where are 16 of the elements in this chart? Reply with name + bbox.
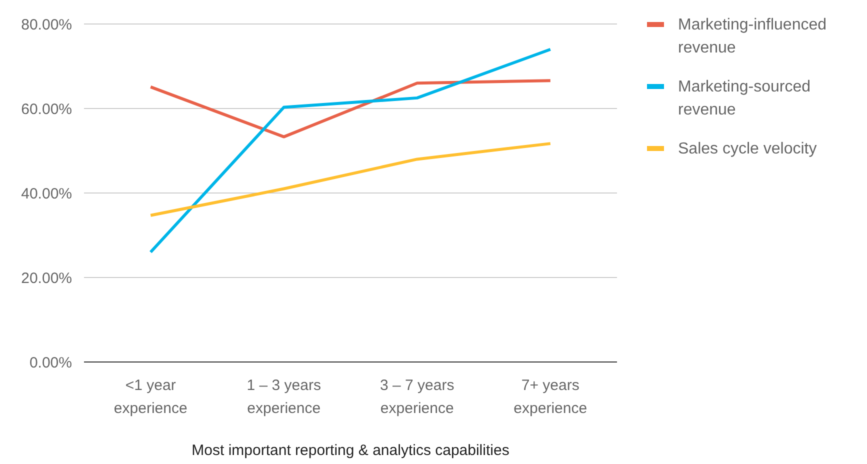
- x-tick-label: 7+ years experience: [514, 377, 588, 417]
- y-tick-label: 40.00%: [21, 185, 72, 202]
- y-tick-label: 20.00%: [21, 270, 72, 287]
- legend-label: Sales cycle velocity: [678, 140, 817, 158]
- x-axis-title: Most important reporting & analytics capabilities: [192, 442, 510, 459]
- x-tick-label: 3 – 7 years experience: [380, 377, 454, 417]
- y-tick-label: 80.00%: [21, 16, 72, 34]
- legend-label: Marketing-sourced revenue: [678, 78, 810, 119]
- x-tick-label: <1 year experience: [114, 377, 188, 417]
- line-series: [149, 79, 552, 138]
- legend-label: Marketing-influenced revenue: [678, 16, 827, 57]
- line-series: [149, 142, 552, 217]
- y-tick-label: 0.00%: [29, 354, 72, 372]
- y-tick-label: 60.00%: [21, 100, 72, 118]
- x-tick-label: 1 – 3 years experience: [246, 377, 321, 417]
- line-series: [149, 48, 552, 254]
